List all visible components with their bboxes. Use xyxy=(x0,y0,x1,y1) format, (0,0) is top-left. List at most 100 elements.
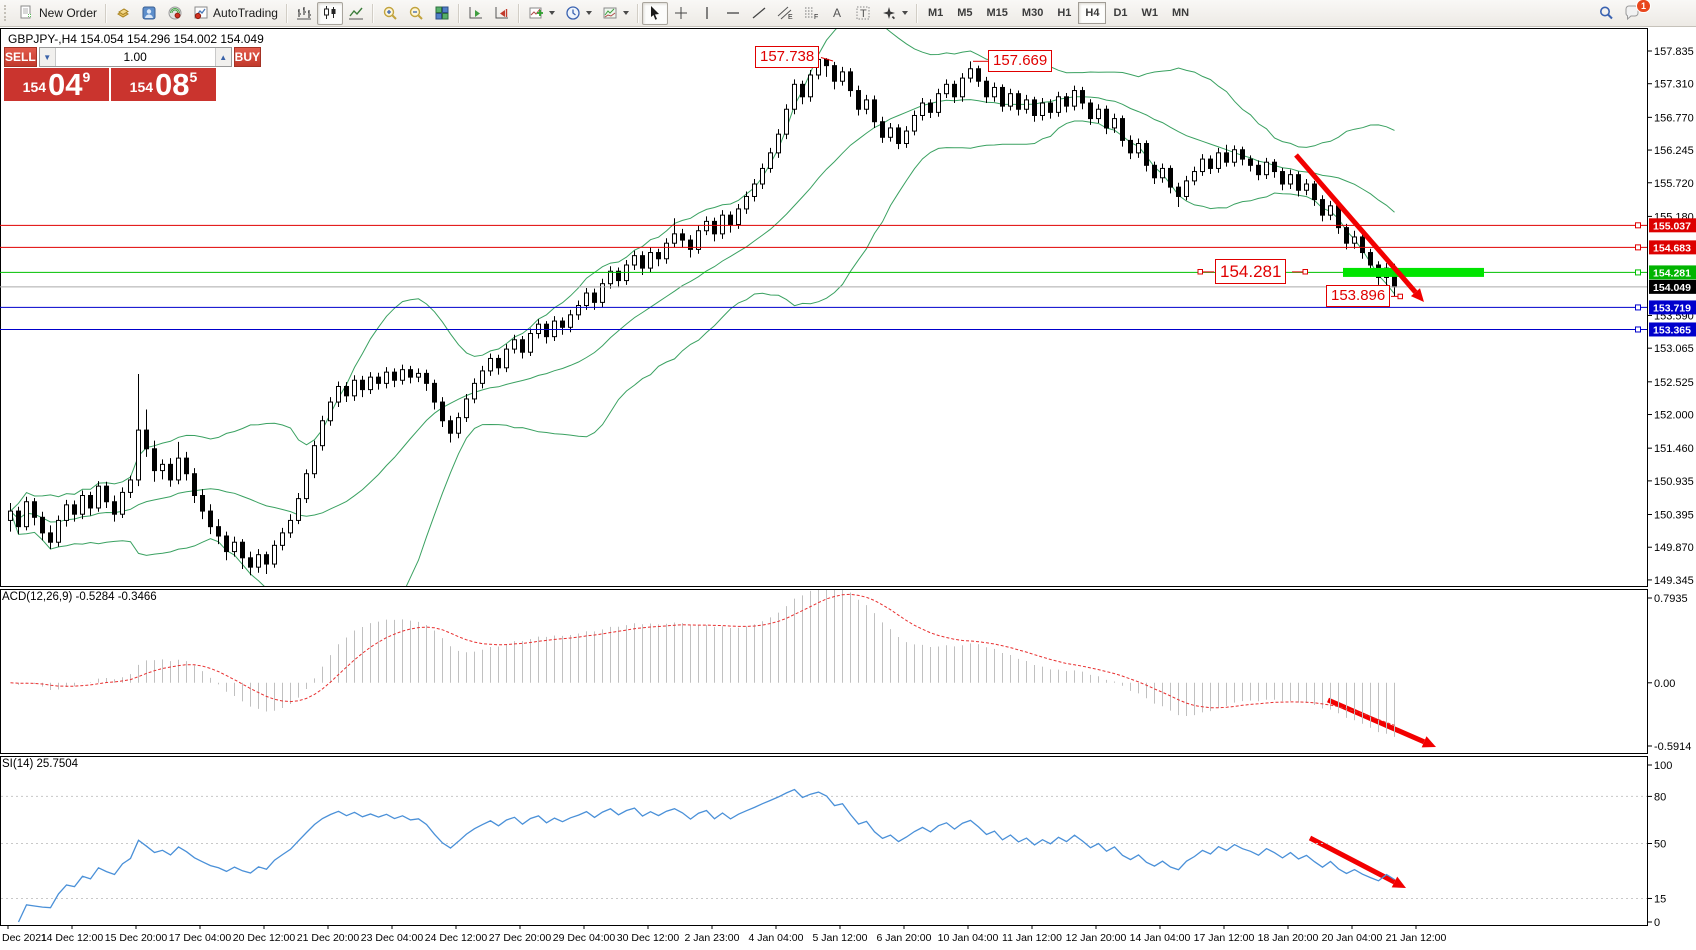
buy-button[interactable]: BUY xyxy=(233,47,262,67)
trend-arrow[interactable] xyxy=(1327,697,1436,748)
deposit-button[interactable] xyxy=(110,2,136,25)
periods-button[interactable] xyxy=(560,2,597,25)
candle-body xyxy=(56,519,61,543)
candle-body xyxy=(736,208,741,226)
volume-decrease-button[interactable]: ▼ xyxy=(39,48,56,66)
timeframe-m30[interactable]: M30 xyxy=(1021,7,1044,19)
timeframe-h1[interactable]: H1 xyxy=(1057,7,1072,19)
volume-increase-button[interactable]: ▲ xyxy=(214,48,231,66)
chat-button[interactable]: 1 xyxy=(1619,0,1651,25)
timeframe-w1[interactable]: W1 xyxy=(1141,7,1159,19)
candle-body xyxy=(208,510,213,528)
price-axis-label: 151.460 xyxy=(1654,443,1694,455)
crosshair-button[interactable] xyxy=(668,2,694,25)
indicators-button[interactable] xyxy=(523,2,560,25)
bar-chart-button[interactable] xyxy=(291,2,317,25)
time-axis-label: 10 Jan 04:00 xyxy=(938,932,999,944)
svg-text:F: F xyxy=(814,14,818,21)
one-click-trading-panel: SELL ▼ ▲ BUY 154 04 9 154 08 5 xyxy=(4,47,262,101)
candle-body xyxy=(952,83,957,98)
macd-axis-label: 0.7935 xyxy=(1654,593,1688,605)
candle-body xyxy=(400,369,405,381)
channel-button[interactable]: E xyxy=(772,2,798,25)
candle-body xyxy=(352,379,357,397)
timeframe-d1[interactable]: D1 xyxy=(1113,7,1128,19)
price-level-badge-text: 153.719 xyxy=(1653,302,1691,314)
support-zone-bar[interactable] xyxy=(1343,267,1484,277)
candle-body xyxy=(256,554,261,568)
candle-body xyxy=(1328,205,1333,216)
annotation-price-157-738[interactable]: 157.738 xyxy=(755,46,820,68)
price-level-badge xyxy=(1649,218,1696,233)
auto-scroll-button[interactable] xyxy=(463,2,489,25)
candle-body xyxy=(376,376,381,384)
candle-body xyxy=(80,495,85,515)
templates-button[interactable] xyxy=(597,2,634,25)
line-chart-button[interactable] xyxy=(343,2,369,25)
level-handle[interactable] xyxy=(1635,326,1641,333)
vertical-line-button[interactable] xyxy=(694,2,720,25)
level-handle[interactable] xyxy=(1635,244,1641,251)
fibonacci-button[interactable]: F xyxy=(798,2,824,25)
zoom-out-icon xyxy=(409,6,423,20)
timeframe-m5[interactable]: M5 xyxy=(957,7,973,19)
candle-body xyxy=(368,376,373,391)
timeframe-m1[interactable]: M1 xyxy=(927,7,944,19)
sell-price-base: 154 xyxy=(22,79,47,95)
trendline-button[interactable] xyxy=(746,2,772,25)
text-button[interactable]: A xyxy=(824,2,850,25)
macd-pane[interactable] xyxy=(0,589,1648,754)
volume-input[interactable] xyxy=(55,48,215,66)
sell-price-display[interactable]: 154 04 9 xyxy=(4,68,109,101)
rsi-axis-label: 100 xyxy=(1654,760,1672,772)
chart-shift-button[interactable] xyxy=(489,2,515,25)
level-handle[interactable] xyxy=(1635,269,1641,276)
rsi-pane[interactable] xyxy=(0,756,1648,926)
zoom-in-button[interactable] xyxy=(377,2,403,25)
annotation-price-157-669[interactable]: 157.669 xyxy=(988,50,1053,72)
candle-body xyxy=(928,102,933,113)
timeframe-m15[interactable]: M15 xyxy=(986,7,1008,19)
time-axis-label: 20 Dec 12:00 xyxy=(233,932,296,944)
separator xyxy=(915,3,918,23)
signals-button[interactable] xyxy=(162,2,188,25)
trend-arrow[interactable] xyxy=(1294,153,1424,302)
new-order-button[interactable]: New Order xyxy=(14,2,102,25)
candle-body xyxy=(184,457,189,475)
candle-body xyxy=(448,420,453,434)
horizontal-line-button[interactable] xyxy=(720,2,746,25)
level-handle[interactable] xyxy=(1635,304,1641,311)
separator xyxy=(285,3,288,23)
candle-body xyxy=(576,304,581,316)
price-level-badge-text: 153.365 xyxy=(1653,324,1691,336)
time-axis-label: 30 Dec 12:00 xyxy=(617,932,680,944)
candle-body xyxy=(568,314,573,328)
candle-body xyxy=(872,99,877,123)
candle-body xyxy=(1288,174,1293,185)
candlestick-button[interactable] xyxy=(316,1,343,25)
search-button[interactable] xyxy=(1593,2,1619,25)
text-label-button[interactable]: T xyxy=(850,2,876,25)
sell-button[interactable]: SELL xyxy=(4,47,37,67)
trend-arrow[interactable] xyxy=(1308,835,1406,888)
autotrading-button[interactable]: AutoTrading xyxy=(188,2,283,25)
timeframe-mn[interactable]: MN xyxy=(1172,7,1190,19)
zoom-out-button[interactable] xyxy=(403,2,429,25)
candle-body xyxy=(192,473,197,497)
timeframe-h4[interactable]: H4 xyxy=(1078,2,1107,24)
candle-body xyxy=(1040,102,1045,116)
candle-body xyxy=(1352,236,1357,244)
level-handle[interactable] xyxy=(1635,222,1641,229)
buy-price-display[interactable]: 154 08 5 xyxy=(111,68,216,101)
tile-windows-button[interactable] xyxy=(429,2,455,25)
candle-body xyxy=(232,541,237,553)
annotation-low-153-896[interactable]: 153.896 xyxy=(1326,285,1391,307)
candle-body xyxy=(1208,158,1213,169)
time-axis-label: 14 Dec 12:00 xyxy=(41,932,104,944)
candle-body xyxy=(616,270,621,282)
arrows-button[interactable] xyxy=(876,2,913,25)
annotation-support-154-281[interactable]: 154.281 xyxy=(1215,259,1287,284)
cursor-button[interactable] xyxy=(641,1,668,25)
community-button[interactable] xyxy=(136,2,162,25)
